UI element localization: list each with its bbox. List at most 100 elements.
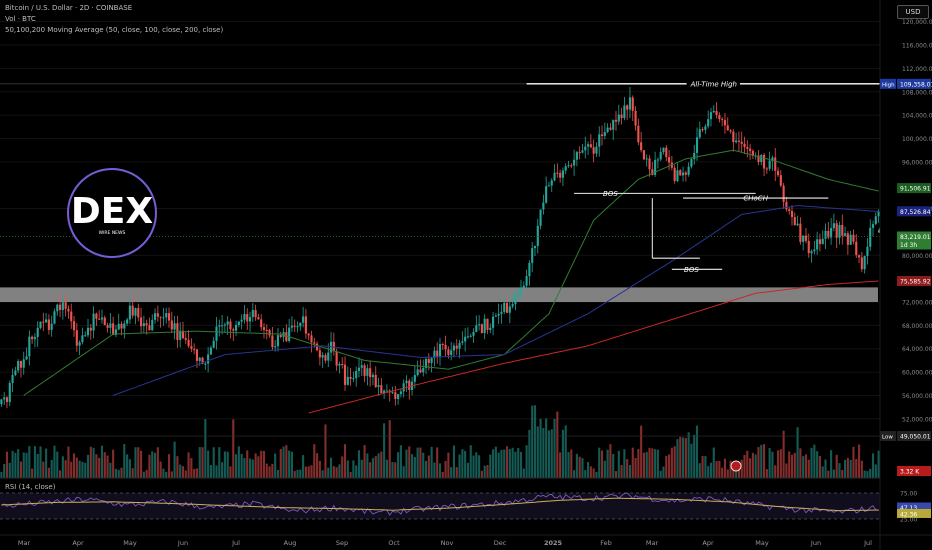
- candle-body: [525, 276, 528, 286]
- candle-body: [402, 383, 405, 392]
- candle-body: [248, 317, 252, 322]
- candle-body: [821, 238, 824, 244]
- volume-bar: [587, 462, 590, 478]
- candle-body: [419, 369, 422, 373]
- volume-bar: [846, 457, 849, 478]
- volume-bar: [78, 460, 81, 478]
- candle-body: [698, 129, 701, 138]
- volume-bar: [581, 458, 584, 478]
- candle-body: [374, 374, 377, 388]
- volume-bar: [332, 466, 335, 478]
- candle-body: [304, 316, 307, 334]
- volume-bar: [232, 419, 235, 478]
- price-axis-label: 91,506.91: [900, 186, 931, 193]
- volume-bar: [114, 468, 117, 478]
- candle-body: [458, 342, 461, 349]
- candle-body: [768, 160, 771, 169]
- volume-bar: [508, 448, 511, 478]
- candle-body: [134, 308, 137, 316]
- volume-bar: [519, 451, 523, 478]
- volume-bar: [64, 460, 67, 478]
- volume-bar: [327, 467, 330, 478]
- volume-bar: [528, 429, 531, 478]
- volume-bar: [796, 427, 799, 478]
- volume-bar: [304, 466, 307, 478]
- time-axis-label: Mar: [18, 539, 31, 547]
- volume-bar: [617, 450, 620, 478]
- time-axis-label: Aug: [284, 539, 297, 547]
- volume-bar: [165, 471, 168, 478]
- volume-bar: [670, 447, 673, 478]
- candle-body: [855, 241, 858, 256]
- price-axis-label-bg: [897, 183, 931, 194]
- candle-body: [508, 306, 511, 313]
- volume-bar: [352, 460, 355, 478]
- volume-bar: [296, 469, 299, 478]
- volume-bar: [257, 456, 260, 478]
- volume-bar: [522, 468, 525, 478]
- candle-body: [8, 382, 11, 402]
- candle-body: [341, 363, 344, 365]
- volume-bar: [575, 453, 578, 478]
- volume-bar: [262, 450, 266, 478]
- time-axis-label: Oct: [388, 539, 400, 547]
- candle-body: [42, 321, 45, 323]
- candle-body: [28, 336, 31, 357]
- volume-bar: [715, 461, 718, 478]
- time-axis-label: May: [123, 539, 137, 547]
- volume-bar: [302, 455, 305, 478]
- candle-body: [681, 172, 685, 176]
- volume-bar: [774, 465, 777, 478]
- volume-bar: [338, 464, 341, 478]
- volume-bar: [441, 471, 444, 478]
- volume-bar: [399, 445, 402, 478]
- candle-body: [235, 325, 238, 331]
- volume-bar: [626, 459, 629, 478]
- volume-bar: [679, 436, 682, 478]
- candle-body: [863, 255, 866, 270]
- volume-bar: [271, 463, 274, 478]
- rsi-axis-label: 47.13: [900, 505, 917, 512]
- candle-body: [774, 157, 777, 171]
- candle-body: [441, 344, 444, 346]
- volume-bar: [335, 467, 338, 478]
- candle-body: [704, 126, 707, 130]
- price-axis-tick: 56,000.00: [902, 393, 932, 400]
- volume-bar: [427, 455, 430, 478]
- price-axis-tick: 72,000.00: [902, 300, 932, 307]
- candle-body: [743, 143, 746, 148]
- candle-body: [95, 313, 98, 319]
- volume-bar: [698, 463, 701, 478]
- candle-body: [221, 325, 224, 327]
- volume-bar: [377, 453, 380, 478]
- candle-body: [355, 370, 358, 379]
- volume-bar: [525, 445, 528, 478]
- volume-bar: [112, 449, 115, 478]
- candle-body: [64, 302, 67, 309]
- candle-body: [335, 351, 338, 366]
- volume-bar: [360, 459, 363, 478]
- volume-bar: [754, 454, 757, 478]
- time-axis-label: Jul: [231, 539, 240, 547]
- candle-body: [478, 324, 481, 326]
- volume-bar: [380, 451, 383, 478]
- rsi-label: RSI (14, close): [5, 483, 56, 491]
- volume-bar: [343, 444, 347, 478]
- candle-body: [492, 316, 495, 328]
- candle-body: [612, 119, 615, 130]
- volume-bar: [391, 461, 394, 478]
- price-axis-label: 3.32 K: [900, 469, 920, 476]
- candle-body: [455, 345, 458, 349]
- currency-button[interactable]: USD: [897, 5, 929, 19]
- volume-bar: [659, 470, 662, 478]
- candle-body: [749, 148, 752, 151]
- price-axis-tick: 112,000.00: [902, 66, 932, 73]
- candle-body: [302, 316, 305, 323]
- volume-bar: [709, 462, 713, 478]
- volume-bar: [503, 449, 506, 478]
- candle-body: [346, 376, 349, 385]
- candle-body: [433, 350, 436, 358]
- ma200-line: [308, 280, 879, 414]
- volume-bar: [346, 460, 349, 478]
